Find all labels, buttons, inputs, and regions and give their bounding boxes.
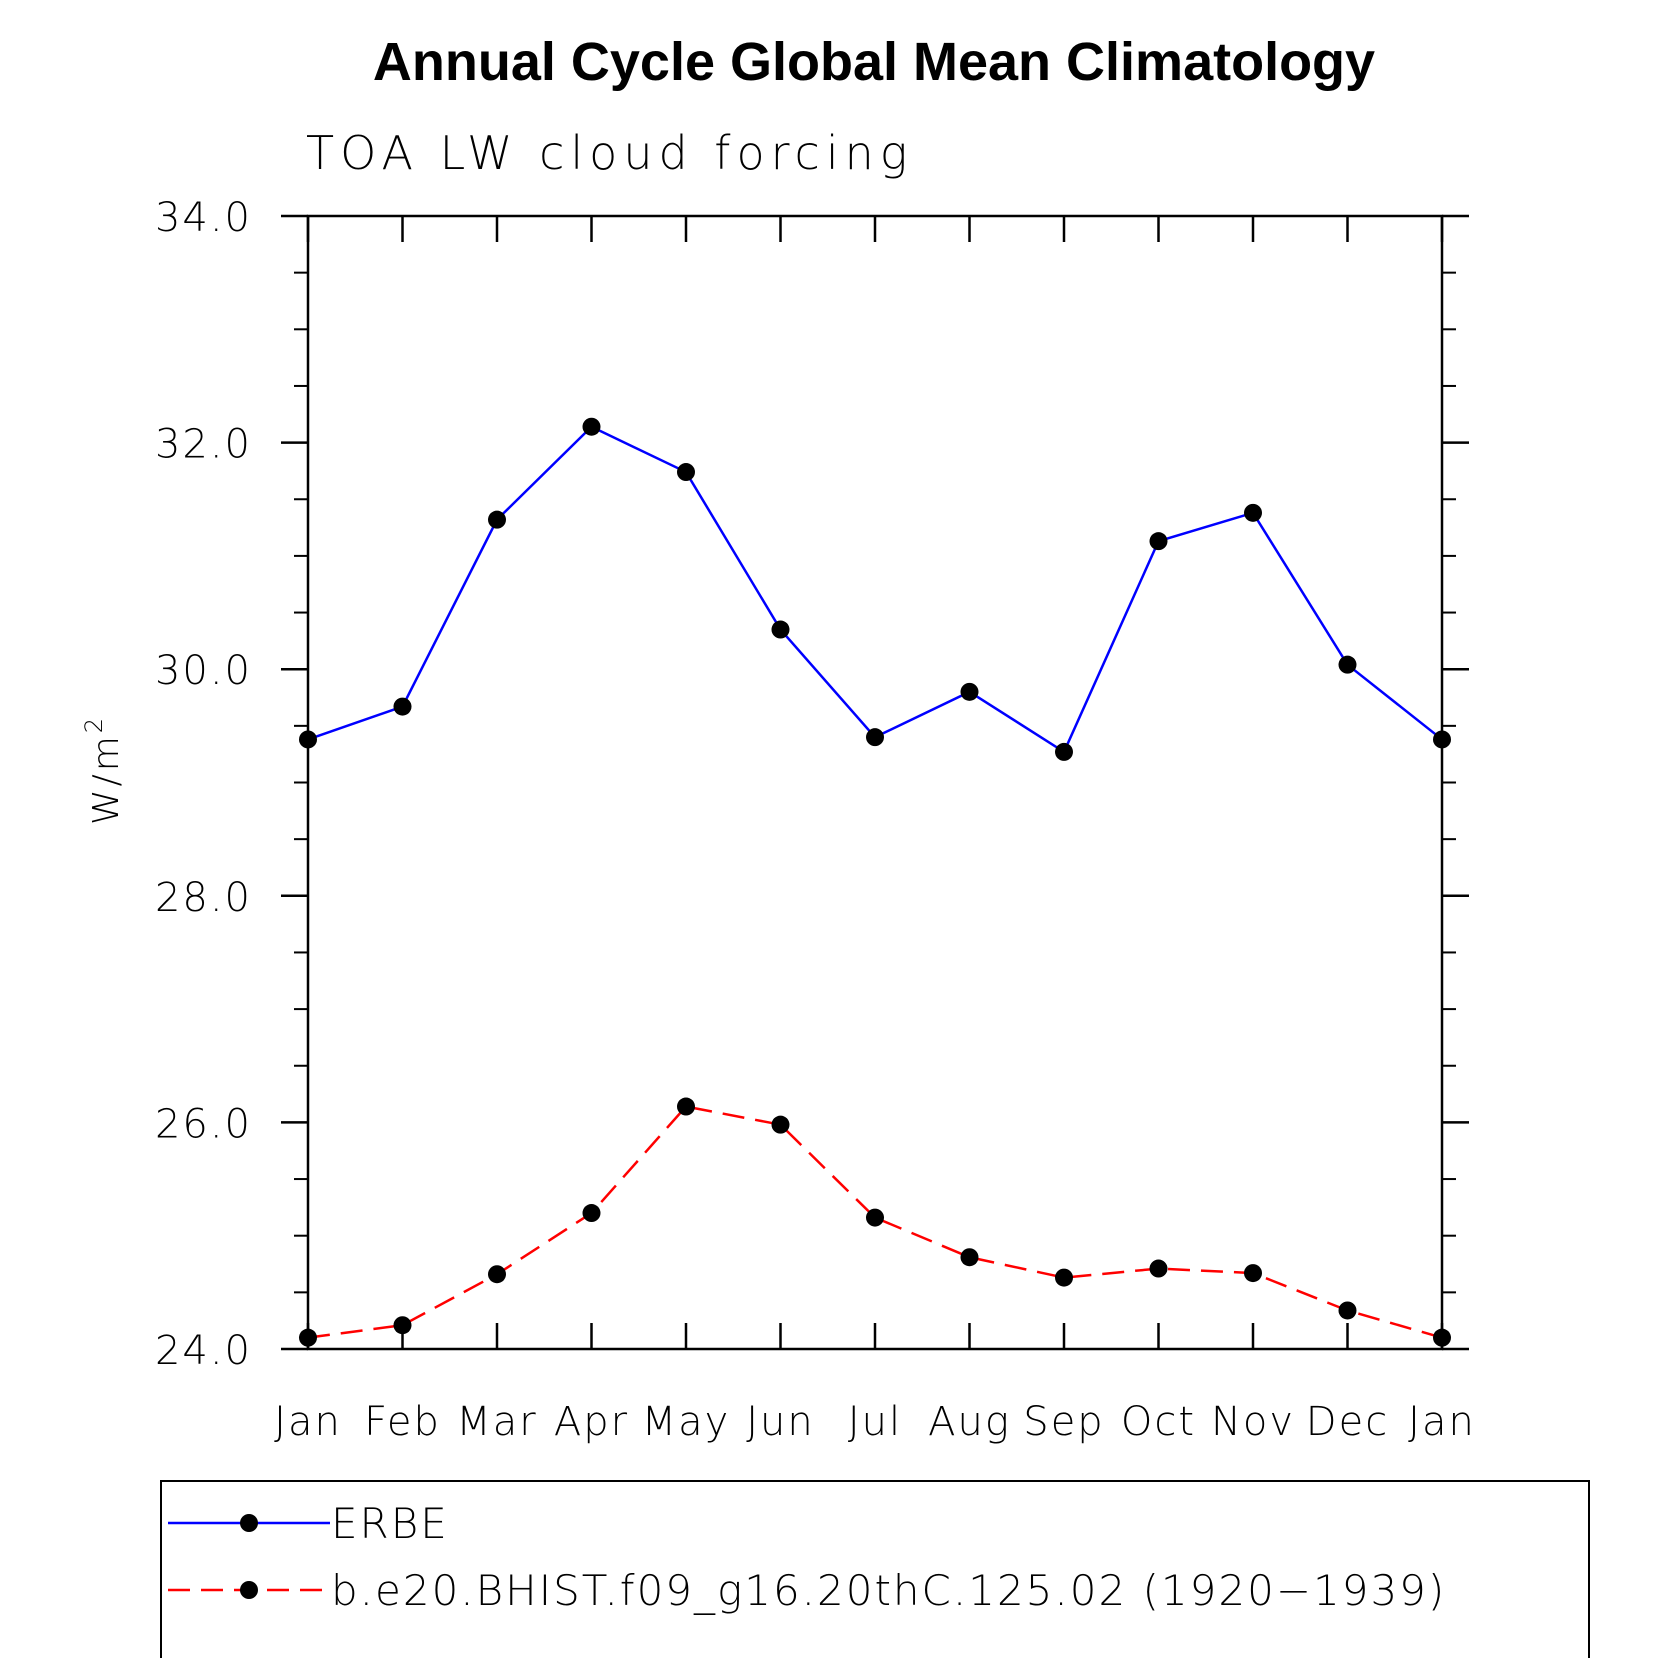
data-point xyxy=(677,463,695,482)
y-axis-label: W/m2 xyxy=(80,715,127,825)
data-point xyxy=(677,1097,695,1116)
data-point xyxy=(960,1248,979,1267)
y-tick-label: 32.0 xyxy=(155,422,252,468)
data-point xyxy=(1149,1259,1168,1278)
data-point xyxy=(299,730,317,749)
data-point xyxy=(771,620,790,639)
legend-marker xyxy=(240,1581,258,1599)
data-point xyxy=(771,1115,790,1134)
chart-title: Annual Cycle Global Mean Climatology xyxy=(373,32,1375,92)
series-2 xyxy=(299,1097,1451,1347)
y-axis-label-superscript: 2 xyxy=(80,715,108,733)
data-point xyxy=(960,682,979,701)
data-point xyxy=(1244,1264,1262,1283)
legend-label: b.e20.BHIST.f09_g16.20thC.125.02 (1920−1… xyxy=(331,1566,1446,1615)
x-tick-label: Dec xyxy=(1306,1399,1389,1445)
legend-label: ERBE xyxy=(331,1499,449,1548)
x-tick-label: Jan xyxy=(274,1399,342,1445)
series-line xyxy=(307,425,1443,754)
data-point xyxy=(488,1265,506,1284)
svg-text:W/m2: W/m2 xyxy=(80,715,127,825)
legend-marker xyxy=(240,1514,258,1532)
x-tick-label: Jul xyxy=(848,1399,902,1445)
x-tick-label: Mar xyxy=(456,1399,537,1445)
plot-series xyxy=(299,417,1451,1347)
y-tick-label: 26.0 xyxy=(155,1101,252,1147)
data-point xyxy=(1433,1328,1451,1347)
data-point xyxy=(393,1316,412,1335)
data-point xyxy=(488,510,506,529)
y-axis-label-base: W/m xyxy=(86,733,127,825)
x-tick-label: Feb xyxy=(364,1399,441,1445)
x-tick-label: Sep xyxy=(1023,1399,1104,1445)
data-point xyxy=(1338,1301,1357,1320)
plot-frame xyxy=(306,214,1444,1351)
legend: ERBE b.e20.BHIST.f09_g16.20thC.125.02 (19… xyxy=(160,1480,1590,1658)
y-tick-label: 30.0 xyxy=(155,648,252,694)
legend-box xyxy=(160,1480,1590,1658)
data-point xyxy=(1244,503,1262,522)
axes: Jan Feb Mar Apr May Jun Jul Aug Sep Oct Nov Dec Jan 2… xyxy=(155,195,1476,1445)
x-tick-label: Oct xyxy=(1121,1399,1196,1445)
data-point xyxy=(1433,730,1451,749)
data-point xyxy=(393,697,412,716)
data-point xyxy=(1055,1268,1073,1287)
data-point xyxy=(866,728,884,747)
data-point xyxy=(582,417,601,436)
data-point xyxy=(582,1204,601,1223)
data-point xyxy=(299,1328,317,1347)
data-point xyxy=(1149,532,1168,551)
x-tick-label: Apr xyxy=(554,1399,629,1445)
x-tick-label: Aug xyxy=(928,1399,1011,1445)
x-tick-label: Jun xyxy=(746,1399,815,1445)
x-tick-label: Nov xyxy=(1211,1399,1295,1445)
y-tick-label: 28.0 xyxy=(155,875,252,921)
y-tick-label: 24.0 xyxy=(155,1328,252,1374)
y-tick-label: 34.0 xyxy=(155,195,252,241)
x-tick-label: May xyxy=(642,1399,731,1445)
chart-subtitle: TOA LW cloud forcing xyxy=(306,126,913,180)
x-tick-label: Jan xyxy=(1408,1399,1476,1445)
series-1 xyxy=(299,417,1451,761)
data-point xyxy=(1338,655,1357,674)
data-point xyxy=(866,1208,884,1227)
data-point xyxy=(1055,742,1073,761)
